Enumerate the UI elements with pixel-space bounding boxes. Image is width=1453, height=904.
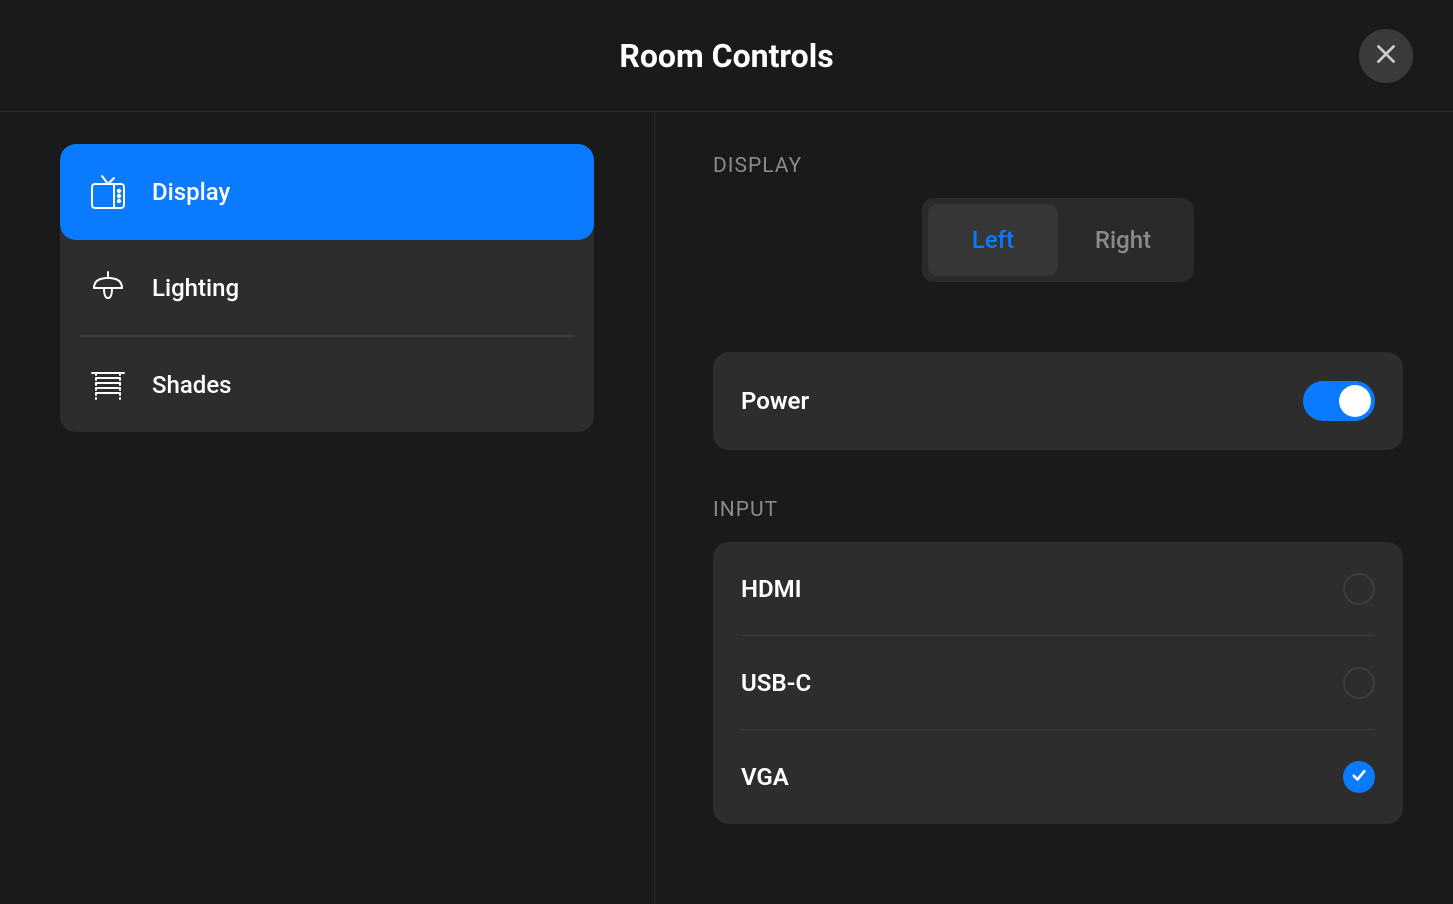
input-card: HDMI USB-C VGA	[713, 542, 1403, 824]
input-label: USB-C	[741, 669, 811, 697]
sidebar-item-lighting[interactable]: Lighting	[80, 240, 574, 336]
sidebar-item-label: Shades	[152, 371, 232, 399]
close-button[interactable]	[1359, 29, 1413, 83]
sidebar-item-label: Display	[152, 178, 230, 206]
sidebar-item-label: Lighting	[152, 274, 239, 302]
input-label: VGA	[741, 763, 789, 791]
input-section-label: INPUT	[713, 498, 1403, 522]
segment-left[interactable]: Left	[928, 204, 1058, 276]
display-side-segmented-control: Left Right	[922, 198, 1194, 282]
main-panel: DISPLAY Left Right Power INPUT HDMI	[655, 112, 1453, 904]
radio-indicator	[1343, 667, 1375, 699]
segment-label: Right	[1095, 226, 1151, 254]
input-option-hdmi[interactable]: HDMI	[713, 542, 1403, 636]
tv-icon	[88, 172, 128, 212]
radio-indicator-checked	[1343, 761, 1375, 793]
header: Room Controls	[0, 0, 1453, 112]
shades-icon	[88, 365, 128, 405]
page-title: Room Controls	[619, 37, 833, 75]
segment-right[interactable]: Right	[1058, 204, 1188, 276]
sidebar-panel: Display Lighting	[60, 144, 594, 432]
sidebar-item-display[interactable]: Display	[60, 144, 594, 240]
power-label: Power	[741, 387, 809, 415]
segment-label: Left	[972, 226, 1014, 254]
power-card: Power	[713, 352, 1403, 450]
power-toggle[interactable]	[1303, 381, 1375, 421]
input-option-vga[interactable]: VGA	[713, 730, 1403, 824]
input-label: HDMI	[741, 575, 802, 603]
content: Display Lighting	[0, 112, 1453, 904]
radio-indicator	[1343, 573, 1375, 605]
sidebar: Display Lighting	[0, 112, 655, 904]
close-icon	[1373, 41, 1399, 70]
sidebar-item-shades[interactable]: Shades	[80, 336, 574, 432]
check-icon	[1350, 766, 1368, 788]
display-section-label: DISPLAY	[713, 154, 1403, 178]
input-option-usbc[interactable]: USB-C	[713, 636, 1403, 730]
lamp-icon	[88, 268, 128, 308]
toggle-knob	[1339, 385, 1371, 417]
